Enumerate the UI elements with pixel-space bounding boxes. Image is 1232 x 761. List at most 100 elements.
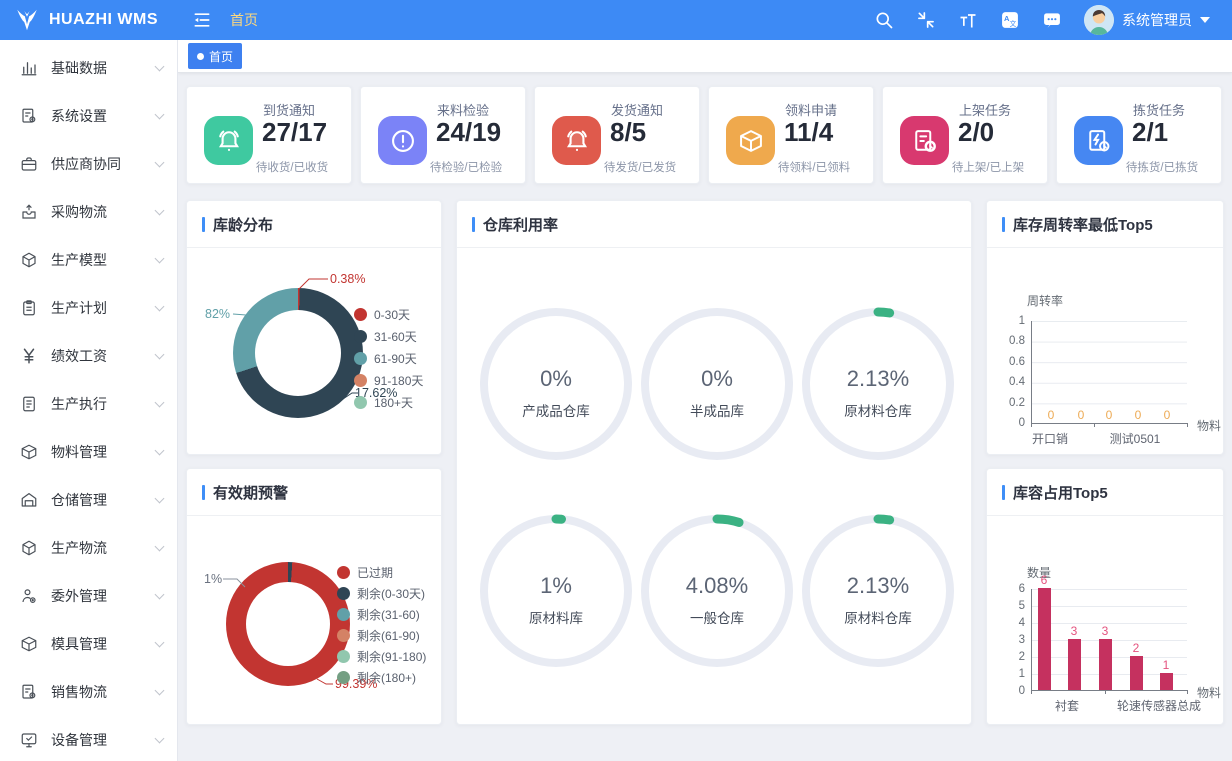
sidebar-item-11[interactable]: 生产物流 (0, 524, 177, 572)
logo[interactable]: HUAZHI WMS (0, 0, 178, 40)
stat-value: 11/4 (784, 117, 834, 147)
legend-label: 0-30天 (374, 307, 411, 322)
stat-card-6[interactable]: 拣货任务 2/1 待拣货/已拣货 (1056, 86, 1222, 184)
stat-card-1[interactable]: 到货通知 27/17 待收货/已收货 (186, 86, 352, 184)
sidebar-item-12[interactable]: 委外管理 (0, 572, 177, 620)
card-header: 库容占用Top5 (987, 469, 1223, 516)
accent-bar (1002, 484, 1005, 500)
logo-icon (14, 7, 40, 33)
legend-dot (354, 329, 367, 343)
user-menu[interactable]: 系统管理员 (1084, 5, 1210, 35)
sidebar-item-3[interactable]: 供应商协同 (0, 140, 177, 188)
accent-bar (1002, 216, 1005, 232)
card-header: 有效期预警 (187, 469, 441, 516)
sidebar-item-label: 供应商协同 (51, 156, 121, 172)
pie-label-61-90: 82% (205, 307, 231, 321)
y-tick: 1 (1018, 668, 1025, 680)
legend-dot (337, 650, 350, 663)
sidebar-item-15[interactable]: 设备管理 (0, 716, 177, 761)
doc-bolt-icon (1085, 127, 1113, 155)
translate-icon[interactable] (1000, 10, 1020, 30)
gauge-label: 产成品仓库 (522, 404, 590, 419)
font-size-icon[interactable] (958, 10, 978, 30)
package-icon (20, 635, 38, 653)
sidebar-item-6[interactable]: 生产计划 (0, 284, 177, 332)
gauge-label: 原材料仓库 (844, 404, 912, 419)
bar-value-label: 0 (1047, 408, 1055, 422)
main-content: 到货通知 27/17 待收货/已收货 来料检验 24/19 待检验/已检验 发货… (178, 73, 1232, 761)
legend-item[interactable]: 剩余(180+) (337, 667, 426, 688)
card-turnover-top5: 库存周转率最低Top5 周转率 物料 1 0.8 0.6 0.4 0.2 0 0… (986, 200, 1224, 455)
chevron-down-icon (154, 733, 165, 743)
stat-icon-badge (726, 116, 775, 165)
chevron-down-icon (154, 109, 165, 119)
y-tick: 0.4 (1009, 376, 1025, 388)
bar (1067, 639, 1081, 690)
legend-item[interactable]: 0-30天 (354, 303, 423, 325)
legend-item[interactable]: 剩余(91-180) (337, 646, 426, 667)
gauge-ring (640, 514, 794, 668)
sidebar-item-9[interactable]: 物料管理 (0, 428, 177, 476)
stat-card-5[interactable]: 上架任务 2/0 待上架/已上架 (882, 86, 1048, 184)
search-icon[interactable] (874, 10, 894, 30)
sidebar-item-4[interactable]: 采购物流 (0, 188, 177, 236)
exit-fullscreen-icon[interactable] (916, 10, 936, 30)
sidebar-item-8[interactable]: 生产执行 (0, 380, 177, 428)
cube-icon (20, 251, 38, 269)
avatar (1084, 5, 1114, 35)
sidebar-item-2[interactable]: 系统设置 (0, 92, 177, 140)
sidebar-item-14[interactable]: 销售物流 (0, 668, 177, 716)
bell-icon (563, 127, 591, 155)
bar-value-label: 0 (1077, 408, 1085, 422)
sidebar-item-7[interactable]: 绩效工资 (0, 332, 177, 380)
charts-grid: 库龄分布 0.38% 82% 17.62% 0-30天 31-60 (186, 200, 1224, 725)
legend-label: 31-60天 (374, 329, 417, 344)
legend-item[interactable]: 91-180天 (354, 369, 423, 391)
legend-item[interactable]: 剩余(31-60) (337, 604, 426, 625)
sidebar-item-5[interactable]: 生产模型 (0, 236, 177, 284)
sidebar-item-10[interactable]: 仓储管理 (0, 476, 177, 524)
legend-item[interactable]: 31-60天 (354, 325, 423, 347)
chevron-down-icon (154, 589, 165, 599)
message-icon[interactable] (1042, 10, 1062, 30)
legend-label: 剩余(0-30天) (357, 587, 426, 601)
card-age-distribution: 库龄分布 0.38% 82% 17.62% 0-30天 31-60 (186, 200, 442, 455)
bell-icon (215, 127, 243, 155)
bar-value-label: 0 (1163, 408, 1171, 422)
bar-value-label: 3 (1101, 624, 1109, 638)
stat-card-2[interactable]: 来料检验 24/19 待检验/已检验 (360, 86, 526, 184)
legend-label: 剩余(91-180) (357, 650, 427, 664)
legend-dot (337, 587, 350, 600)
gauge-label: 原材料库 (529, 611, 583, 626)
legend-item[interactable]: 180+天 (354, 391, 423, 413)
stat-card-4[interactable]: 领料申请 11/4 待领料/已领料 (708, 86, 874, 184)
y-tick: 0 (1018, 417, 1025, 429)
yen-icon (20, 347, 38, 365)
user-name: 系统管理员 (1122, 12, 1192, 28)
legend-item[interactable]: 剩余(61-90) (337, 625, 426, 646)
legend-item[interactable]: 61-90天 (354, 347, 423, 369)
doc-clock-icon (911, 127, 939, 155)
sidebar-collapse-icon[interactable] (192, 10, 212, 30)
tab-home[interactable]: 首页 (188, 43, 243, 69)
legend-label: 剩余(180+) (357, 671, 417, 685)
sidebar-item-label: 系统设置 (51, 108, 107, 124)
age-donut-chart (233, 288, 363, 418)
stat-value: 24/19 (436, 117, 502, 147)
chevron-down-icon (154, 637, 165, 647)
gauge-percent: 0% (701, 366, 733, 391)
alert-circle-icon (389, 127, 417, 155)
chevron-down-icon (154, 301, 165, 311)
legend-dot (337, 566, 350, 579)
legend-item[interactable]: 剩余(0-30天) (337, 583, 426, 604)
stat-card-3[interactable]: 发货通知 8/5 待发货/已发货 (534, 86, 700, 184)
y-axis-name: 数量 (1027, 566, 1052, 580)
sidebar-item-label: 生产模型 (51, 252, 107, 268)
legend-dot (354, 373, 367, 387)
legend-item[interactable]: 已过期 (337, 562, 426, 583)
sidebar-item-13[interactable]: 模具管理 (0, 620, 177, 668)
sidebar-item-1[interactable]: 基础数据 (0, 44, 177, 92)
breadcrumb[interactable]: 首页 (230, 12, 258, 28)
bar (1159, 673, 1173, 690)
